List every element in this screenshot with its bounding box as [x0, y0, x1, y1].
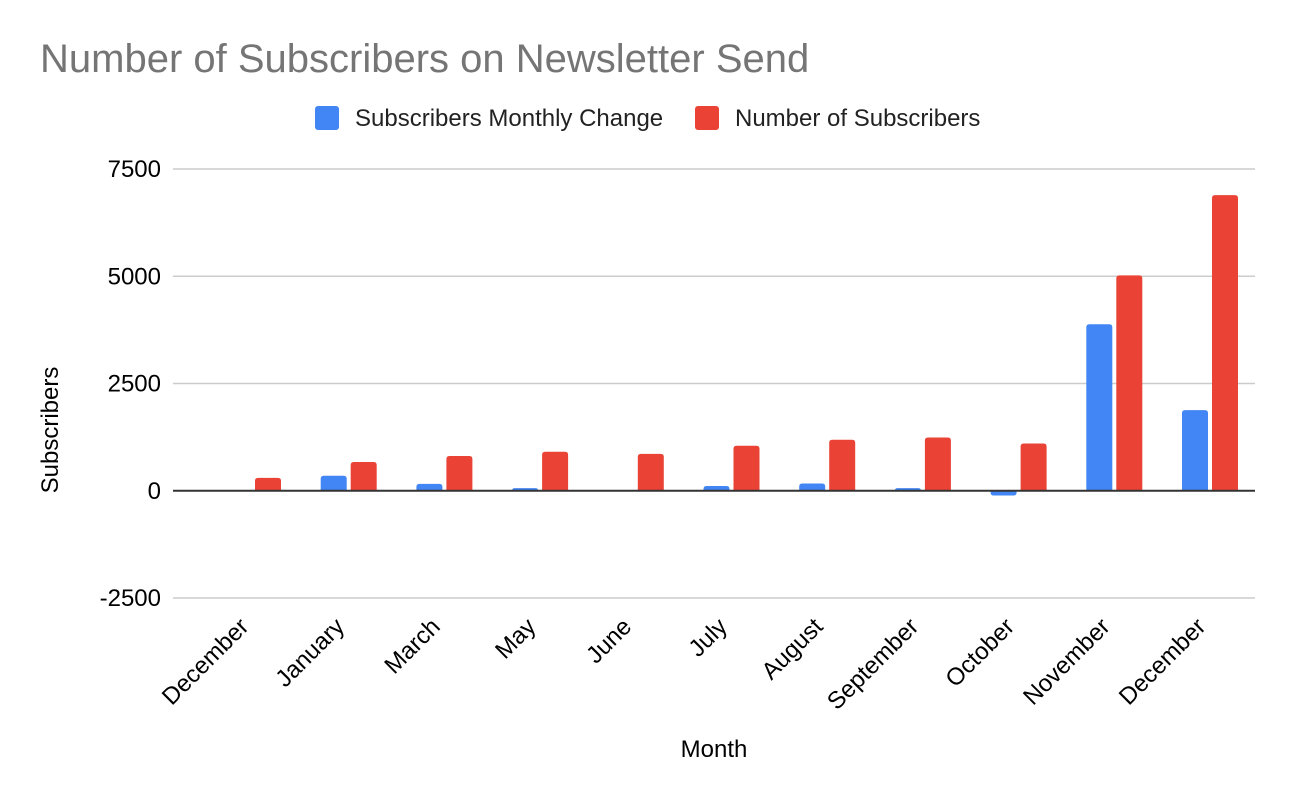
- x-tick-label: January: [270, 613, 349, 692]
- bar-subscribers: [924, 437, 951, 491]
- bar-subscribers: [542, 451, 569, 491]
- x-axis-title: Month: [681, 736, 748, 763]
- y-tick-label: 0: [148, 478, 161, 505]
- bar-subscribers: [446, 456, 473, 491]
- bar-subscribers: [1212, 195, 1238, 491]
- y-axis-title: Subscribers: [37, 367, 64, 494]
- x-tick-label: October: [940, 613, 1019, 692]
- bars: [255, 195, 1238, 496]
- bar-monthly-change: [416, 483, 443, 491]
- x-tick-label: December: [157, 613, 254, 710]
- x-tick-label: September: [822, 613, 924, 715]
- legend-swatch: [695, 106, 719, 130]
- y-tick-label: 5000: [108, 263, 161, 290]
- gridlines: [173, 168, 1255, 599]
- chart-title: Number of Subscribers on Newsletter Send: [40, 37, 809, 81]
- x-tick-label: July: [683, 613, 732, 662]
- legend-item: Number of Subscribers: [695, 105, 980, 132]
- x-axis-tick-labels: December January March May June July AugustSep…: [157, 613, 1211, 715]
- legend-label: Subscribers Monthly Change: [355, 105, 663, 132]
- legend: Subscribers Monthly Change Number of Subs…: [315, 105, 980, 132]
- y-tick-label: 2500: [108, 371, 161, 398]
- bar-monthly-change: [990, 490, 1017, 496]
- bar-subscribers: [350, 462, 377, 491]
- x-tick-label: August: [757, 613, 829, 685]
- x-tick-label: December: [1114, 613, 1211, 710]
- x-tick-label: June: [581, 613, 637, 669]
- bar-subscribers: [255, 477, 281, 491]
- y-tick-label: 7500: [108, 156, 161, 183]
- bar-subscribers: [733, 445, 760, 491]
- x-tick-label: May: [490, 613, 541, 664]
- x-tick-label: March: [379, 613, 445, 679]
- legend-label: Number of Subscribers: [735, 105, 980, 132]
- bar-monthly-change: [1182, 410, 1208, 491]
- bar-subscribers: [1020, 443, 1047, 491]
- bar-monthly-change: [320, 475, 347, 491]
- bar-monthly-change: [1086, 324, 1113, 491]
- x-tick-label: November: [1018, 613, 1115, 710]
- y-axis-tick-labels: 7500 5000 2500 0 -2500: [100, 156, 161, 612]
- legend-item: Subscribers Monthly Change: [315, 105, 663, 132]
- legend-swatch: [315, 106, 339, 130]
- bar-subscribers: [1116, 275, 1143, 491]
- bar-subscribers: [637, 453, 664, 491]
- bar-monthly-change: [799, 483, 826, 491]
- bar-subscribers: [829, 439, 856, 491]
- bar-monthly-change: [703, 486, 730, 491]
- y-tick-label: -2500: [100, 585, 161, 612]
